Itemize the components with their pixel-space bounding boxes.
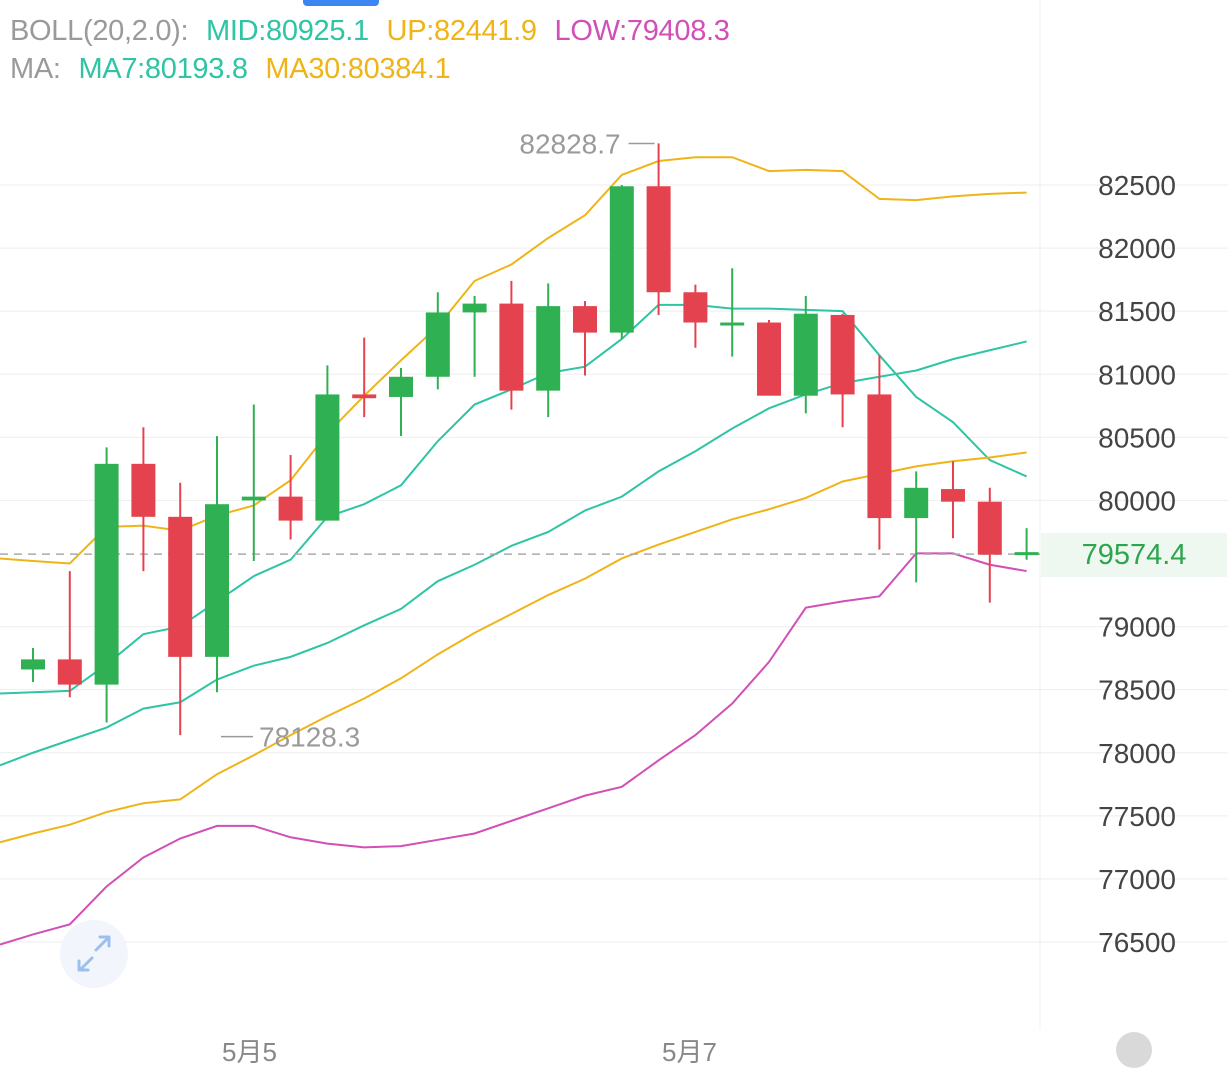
ma7-value: MA7:80193.8 [78, 53, 248, 85]
boll-legend-title: BOLL(20,2.0): [10, 15, 189, 47]
y-tick-label: 82000 [1098, 233, 1176, 264]
candle-down [499, 303, 524, 391]
scroll-handle[interactable] [1116, 1032, 1152, 1068]
y-tick-label: 76500 [1098, 927, 1176, 958]
boll-mid-value: MID:80925.1 [206, 15, 369, 47]
y-tick-label: 81000 [1098, 359, 1176, 390]
candle-up [94, 463, 119, 685]
chart-canvas[interactable]: 82500 82000 81500 81000 80500 80000 79000 78500… [0, 0, 1228, 1046]
plot-area: 82828.7 78128.3 [0, 129, 1040, 946]
candle-up [720, 322, 745, 326]
boll-up-line [0, 156, 1027, 565]
candle-down [168, 516, 193, 657]
y-tick-label: 77500 [1098, 801, 1176, 832]
boll-up-value: UP:82441.9 [386, 15, 537, 47]
candle-down [573, 306, 597, 333]
y-tick-label: 81500 [1098, 296, 1176, 327]
candle-up [793, 313, 818, 396]
boll-low-value: LOW:79408.3 [554, 15, 730, 47]
ma30-value: MA30:80384.1 [265, 53, 451, 85]
high-price-label: 82828.7 [519, 129, 620, 160]
y-tick-label: 82500 [1098, 170, 1176, 201]
candle-up [21, 659, 45, 670]
y-tick-label: 79000 [1098, 612, 1176, 643]
candle-down [977, 501, 1002, 555]
candle-down [646, 186, 671, 293]
expand-chart-button[interactable] [60, 920, 128, 988]
low-price-label: 78128.3 [259, 722, 360, 753]
ma7-line [0, 340, 1027, 767]
candle-up [904, 487, 929, 519]
candle-up [609, 186, 634, 333]
candle-up [462, 303, 487, 313]
candle-up [1014, 552, 1039, 556]
candle-down [278, 496, 303, 521]
expand-arrows-icon [77, 935, 111, 972]
boll-legend: BOLL(20,2.0): MID:80925.1 UP:82441.9 LOW… [10, 14, 740, 48]
x-axis-label-2: 5月7 [662, 1037, 717, 1067]
candle-down [830, 314, 855, 395]
current-price-tag: 79574.4 [1041, 533, 1227, 577]
candle-up [389, 376, 413, 397]
y-tick-label: 80000 [1098, 485, 1176, 516]
y-tick-label: 78000 [1098, 738, 1176, 769]
ma-legend-title: MA: [10, 53, 61, 85]
candle-down [57, 659, 82, 685]
boll-low-line [0, 552, 1027, 946]
ma30-line [0, 451, 1027, 844]
candle-down [352, 394, 377, 399]
active-tab-indicator [303, 0, 379, 6]
x-axis-label-1: 5月5 [222, 1037, 277, 1067]
candle-up [205, 504, 229, 657]
candle-up [315, 394, 340, 521]
candle-down [941, 489, 965, 502]
y-tick-label: 78500 [1098, 675, 1176, 706]
candle-down [131, 463, 156, 517]
candle-down [757, 322, 781, 396]
y-tick-label: 80500 [1098, 422, 1176, 453]
ma-legend: MA: MA7:80193.8 MA30:80384.1 [10, 52, 460, 86]
candle-down [867, 394, 892, 519]
candle-down [683, 292, 708, 323]
candle-up [241, 496, 266, 501]
candle-up [536, 306, 561, 391]
candle-up [425, 312, 450, 377]
y-tick-label: 77000 [1098, 864, 1176, 895]
